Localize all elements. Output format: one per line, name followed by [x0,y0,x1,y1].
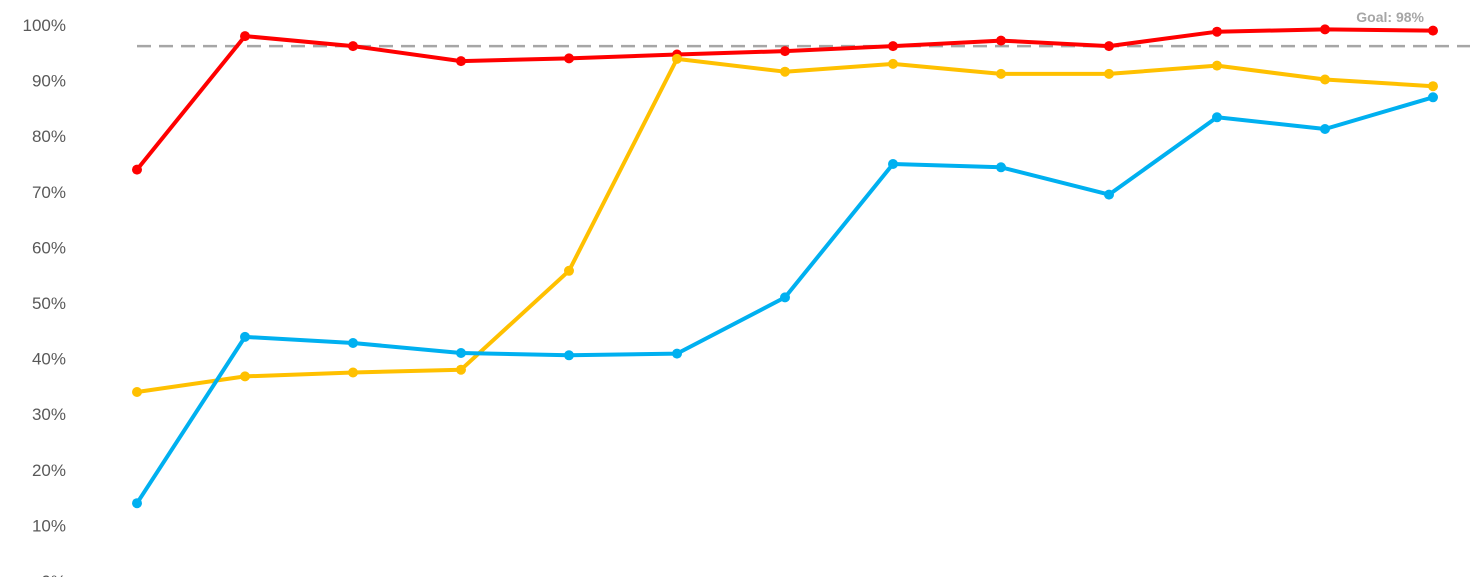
data-point [888,159,898,169]
series-3 [132,92,1438,509]
data-point [780,292,790,303]
series-1 [132,24,1438,175]
data-point [1428,92,1438,103]
data-point [348,41,358,52]
data-point [996,68,1006,79]
y-tick-label: 50% [32,294,66,313]
y-tick-label: 80% [32,127,66,146]
y-tick-label: 70% [32,183,66,202]
data-point [456,348,466,358]
data-point [564,53,574,64]
y-tick-label: 100% [23,16,66,35]
data-point [996,162,1006,173]
data-point [240,331,250,342]
data-point [1104,189,1114,200]
data-point [1320,24,1330,35]
data-point [888,41,898,52]
series-layer [132,24,1438,509]
data-point [132,387,142,397]
y-tick-label: 30% [32,405,66,424]
data-point [1212,60,1222,71]
data-point [1212,26,1222,37]
y-tick-label: 10% [32,516,66,535]
data-point [348,367,358,378]
y-tick-label: 20% [32,461,66,480]
data-point [1428,25,1438,36]
data-point [456,56,466,67]
data-point [1104,41,1114,52]
y-tick-label: 0% [41,572,66,577]
data-point [132,164,142,175]
data-point [456,364,466,375]
series-2 [132,53,1438,397]
data-point [672,53,682,64]
y-tick-label: 40% [32,350,66,369]
data-point [780,66,790,77]
data-point [132,498,142,509]
data-point [672,348,682,359]
goal-layer: Goal: 98% [137,9,1470,48]
data-point [780,46,790,57]
y-tick-label: 60% [32,238,66,257]
y-tick-label: 90% [32,72,66,91]
data-point [240,371,250,382]
data-point [1428,81,1438,92]
data-point [564,265,574,276]
data-point [1320,74,1330,85]
data-point [996,35,1006,46]
data-point [564,350,574,361]
goal-label: Goal: 98% [1356,9,1424,25]
data-point [1212,112,1222,123]
data-point [1320,124,1330,134]
data-point [888,58,898,69]
y-axis: 0% 10% 20% 30% 40% 50% 60% 70% 80% 90% 100% [23,16,66,577]
data-point [1104,68,1114,79]
data-point [348,338,358,348]
data-point [240,31,250,42]
